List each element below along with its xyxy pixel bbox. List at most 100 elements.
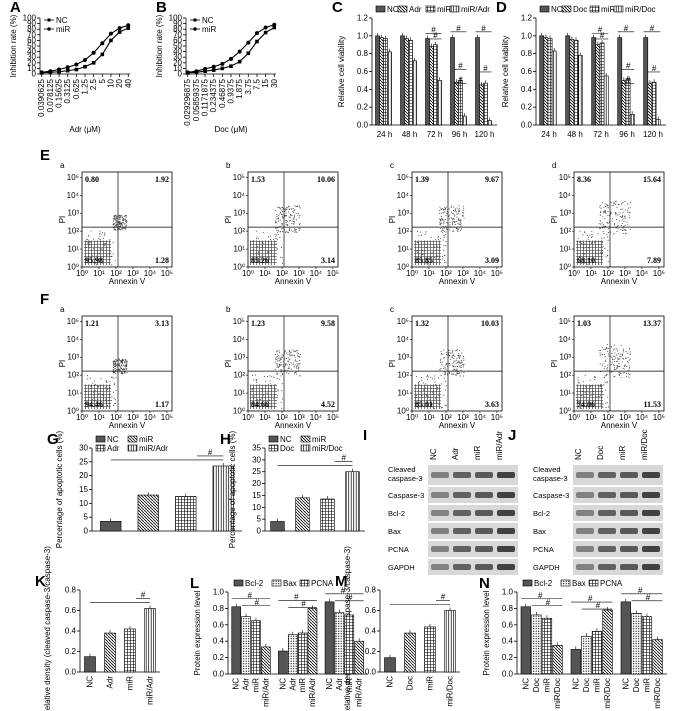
chart-E-b-dot	[295, 206, 297, 208]
chart-E-a-dot	[93, 238, 95, 240]
chart-F-b-dot	[296, 367, 298, 369]
chart-F-b-ytick-label: 10²	[233, 371, 245, 380]
chart-M-category-label: NC	[386, 676, 395, 688]
chart-N-category-label: miR/Doc	[653, 678, 662, 709]
chart-F-d-xtick-label: 10¹	[585, 413, 597, 422]
chart-E-b-dot	[274, 210, 276, 212]
chart-E-b-dot	[294, 221, 296, 223]
chart-E-c-dot	[444, 206, 446, 208]
chart-F-d-dot	[628, 376, 630, 378]
chart-B-point	[211, 64, 216, 69]
chart-A-xlabel: Adr (μM)	[69, 125, 101, 134]
chart-H-legend-swatch	[300, 444, 311, 452]
chart-C-annotation-hash: #	[483, 64, 488, 73]
chart-F-d-dot	[599, 352, 601, 354]
chart-F-a-dot	[124, 364, 127, 366]
chart-F-d-dot	[602, 354, 604, 356]
chart-E-b-dot	[282, 230, 284, 232]
chart-F-a-dot	[118, 358, 120, 360]
chart-F-d-dot	[629, 351, 631, 353]
chart-E-b-dot	[267, 251, 269, 253]
chart-F-a-dot	[110, 376, 112, 378]
chart-E-d-dot	[602, 246, 604, 248]
chart-F-c-dot	[426, 393, 428, 396]
chart-N-legend-swatch	[522, 579, 533, 587]
chart-E-a-dot	[125, 215, 127, 217]
chart-D-ylabel: Relative cell viability	[501, 36, 510, 108]
chart-B-point	[254, 31, 259, 36]
chart-F-c-dot	[431, 403, 433, 406]
chart-F-b-dot	[297, 350, 299, 352]
chart-F-b-dot	[298, 356, 300, 358]
chart-E-a-dot	[120, 215, 122, 217]
chart-E-a-xtick-label: 10⁴	[144, 269, 157, 278]
chart-E-a-dot	[119, 219, 121, 221]
chart-E-d-dot	[580, 240, 582, 243]
chart-E-c-dot	[444, 225, 446, 227]
chart-E-b-dot	[281, 214, 283, 216]
chart-F-b-xtick-label: 10⁴	[310, 413, 323, 422]
chart-E-d-dot	[604, 210, 606, 212]
chart-L-category-label: miR/Adr	[308, 678, 317, 707]
chart-H-legend-label: miR	[312, 435, 326, 444]
chart-E-a-dot	[88, 241, 90, 243]
chart-E-d-quadrant-LL: 68.10	[577, 256, 595, 265]
chart-F-b-ytick-label: 10⁰	[233, 407, 245, 416]
chart-F-d-dot	[610, 363, 612, 366]
chart-E-c-dot	[452, 219, 454, 221]
chart-F-d-dot	[609, 355, 611, 357]
chart-B-xtick-label: 0.029296875	[183, 78, 192, 125]
chart-E-d-dot	[629, 201, 631, 203]
chart-E-a-dot	[87, 235, 90, 237]
chart-F-d-dot	[577, 377, 579, 379]
chart-F-a-dot	[122, 358, 124, 360]
chart-C-legend-label: miR	[437, 5, 451, 14]
chart-F-b-dot	[288, 370, 291, 372]
chart-F-c-dot	[421, 380, 423, 382]
chart-F-b-xtick-label: 10¹	[259, 413, 271, 422]
chart-F-d-dot	[609, 368, 611, 370]
chart-H-legend-swatch	[268, 444, 279, 452]
chart-F-c-dot	[461, 361, 463, 363]
chart-E-c-dot	[447, 209, 449, 211]
chart-D-annotation-hash: #	[600, 31, 605, 40]
chart-F-b-dot	[274, 368, 276, 371]
chart-H-bar	[320, 498, 335, 532]
chart-E-c-dot	[445, 244, 447, 247]
chart-F-c-dot	[415, 396, 417, 398]
chart-F-c-dot	[440, 358, 442, 360]
chart-E-c-dot	[458, 207, 460, 209]
chart-E-b-ytick-label: 10²	[233, 227, 245, 236]
chart-E-d-dot	[597, 233, 599, 235]
chart-E-d-dot	[626, 221, 628, 223]
chart-E-d-dot	[600, 241, 602, 243]
chart-E-d-dot	[607, 261, 609, 263]
chart-F-d-dot	[605, 402, 607, 404]
chart-B-ytick-label: 100	[169, 14, 183, 23]
chart-N-annotation-hash: #	[538, 591, 543, 600]
chart-N-bar-Bcl-2	[520, 606, 531, 675]
chart-F-d-dot	[613, 367, 616, 369]
chart-F-b-dot	[275, 358, 277, 361]
chart-E-b-dot	[277, 218, 279, 220]
chart-E-b-dot	[264, 243, 266, 245]
chart-E-a-dot	[98, 238, 100, 240]
chart-F-d-dot	[622, 367, 624, 369]
chart-F-a-dot	[113, 360, 115, 362]
chart-F-d-dot	[617, 360, 619, 362]
chart-E-d-dot	[619, 215, 621, 218]
chart-E-c-ytick-label: 10¹	[397, 245, 409, 254]
chart-E-a-dot	[100, 233, 102, 235]
chart-E-a-xtick-label: 10¹	[93, 269, 105, 278]
chart-E-b-dot	[293, 217, 295, 219]
chart-E-c-dot	[451, 224, 454, 226]
chart-E-d-dot	[586, 264, 588, 266]
chart-F-b-dot	[299, 353, 301, 356]
chart-F-d-dot	[604, 349, 606, 351]
panel-label-I: I	[363, 427, 367, 444]
blot-I-band-bg	[428, 541, 518, 557]
chart-E-a-dense-cluster	[84, 240, 111, 266]
chart-L-legend-swatch	[299, 579, 310, 587]
chart-E-d-dot	[607, 227, 609, 230]
chart-L-category-label: miR	[345, 678, 354, 692]
